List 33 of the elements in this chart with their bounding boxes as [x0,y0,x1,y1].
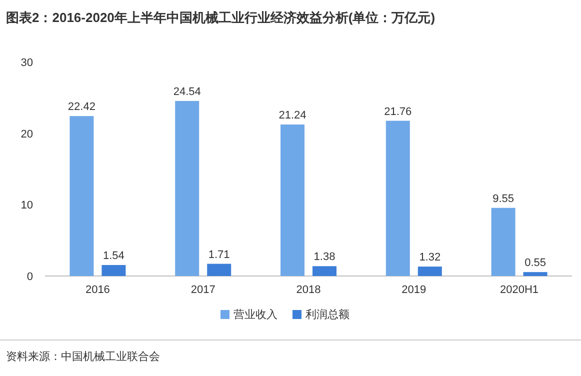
y-tick-label: 30 [20,57,33,69]
data-label: 1.71 [208,248,230,261]
x-tick-label: 2020H1 [500,284,539,296]
bar [280,124,304,276]
data-label: 21.76 [384,106,412,118]
data-label: 21.24 [278,109,306,122]
y-tick-label: 0 [26,271,33,283]
legend-label: 利润总额 [306,308,350,321]
y-tick-label: 10 [20,200,33,212]
bar [207,264,232,276]
data-label: 1.54 [102,250,124,262]
data-label: 24.54 [173,86,201,98]
data-label: 1.38 [314,251,336,264]
bar [386,120,410,276]
data-label: 22.42 [68,101,96,114]
legend-label: 营业收入 [234,308,278,321]
x-tick-label: 2016 [85,284,110,296]
y-tick-label: 20 [20,128,33,140]
bar [70,116,94,276]
bar [175,100,200,276]
data-label: 1.32 [419,252,441,264]
x-tick-label: 2017 [190,284,216,296]
x-tick-label: 2018 [296,284,321,296]
bar [102,265,126,276]
bar [312,266,336,276]
text: 资料来源：中国机械工业联合会 [6,350,160,363]
data-label: 0.55 [524,257,546,270]
data-label: 9.55 [492,192,514,205]
x-tick-label: 2019 [402,284,426,296]
chart-title: 图表2：2016-2020年上半年中国机械工业行业经济效益分析(单位：万亿元) [6,10,436,25]
bar [523,272,548,276]
bar [491,208,516,276]
bar [418,266,442,276]
